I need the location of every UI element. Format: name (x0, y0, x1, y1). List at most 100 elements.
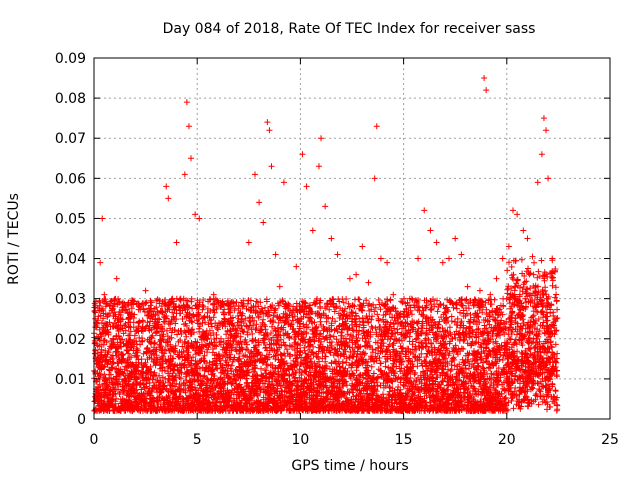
data-point (270, 395, 277, 402)
data-point (340, 299, 347, 306)
dense-band (91, 253, 561, 414)
data-point (493, 275, 500, 282)
data-point (280, 179, 287, 186)
chart-title: Day 084 of 2018, Rate Of TEC Index for r… (163, 21, 536, 37)
y-tick-label: 0.04 (55, 252, 86, 268)
data-point (192, 211, 199, 218)
data-point (456, 391, 463, 398)
data-point (148, 403, 155, 410)
data-point (161, 395, 168, 402)
data-point (175, 399, 182, 406)
data-point (204, 335, 211, 342)
data-point (97, 259, 104, 266)
data-point (437, 395, 444, 402)
y-tick-label: 0.05 (55, 211, 86, 227)
data-point (264, 119, 271, 126)
data-point (505, 243, 512, 250)
y-axis-label: ROTI / TECUs (6, 193, 22, 285)
data-point (154, 315, 161, 322)
data-point (227, 375, 234, 382)
data-point (346, 275, 353, 282)
data-point (105, 331, 112, 338)
data-point (130, 343, 137, 350)
data-point (113, 275, 120, 282)
data-point (293, 263, 300, 270)
data-point (336, 399, 343, 406)
y-tick-label: 0.07 (55, 131, 86, 147)
data-point (185, 123, 192, 130)
data-point (547, 403, 554, 410)
data-point (476, 287, 483, 294)
data-point (396, 311, 403, 318)
data-point (159, 367, 166, 374)
data-point (188, 155, 195, 162)
data-point (109, 355, 116, 362)
data-point (117, 371, 124, 378)
data-point (260, 219, 267, 226)
data-point (126, 387, 133, 394)
data-point (165, 195, 172, 202)
data-point (177, 295, 184, 302)
y-tick-label: 0 (77, 412, 86, 428)
data-point (415, 255, 422, 262)
data-point (183, 99, 190, 106)
x-axis-label: GPS time / hours (291, 458, 408, 474)
data-point (299, 151, 306, 158)
data-point (266, 127, 273, 134)
y-tick-label: 0.06 (55, 171, 86, 187)
data-point (365, 279, 372, 286)
x-tick-label: 10 (291, 432, 309, 448)
data-point (483, 87, 490, 94)
x-tick-label: 20 (498, 432, 516, 448)
data-point (377, 255, 384, 262)
data-point (181, 171, 188, 178)
data-point (534, 179, 541, 186)
data-point (190, 391, 197, 398)
data-point (464, 283, 471, 290)
data-point (272, 251, 279, 258)
data-point (355, 391, 362, 398)
data-point (423, 399, 430, 406)
data-point (103, 403, 110, 410)
data-point (95, 383, 102, 390)
data-point (206, 403, 213, 410)
data-point (315, 163, 322, 170)
data-point (439, 259, 446, 266)
data-point (210, 291, 217, 298)
data-point (214, 355, 221, 362)
data-point (520, 227, 527, 234)
data-point (540, 115, 547, 122)
data-point (481, 75, 488, 82)
data-point (388, 403, 395, 410)
data-point (301, 391, 308, 398)
data-point (138, 327, 145, 334)
data-point (237, 399, 244, 406)
y-tick-label: 0.02 (55, 332, 86, 348)
data-point (136, 391, 143, 398)
data-point (320, 395, 327, 402)
data-point (334, 251, 341, 258)
data-point (101, 291, 108, 298)
y-tick-label: 0.03 (55, 292, 86, 308)
data-point (446, 255, 453, 262)
data-point-cloud (91, 253, 561, 414)
data-point (404, 391, 411, 398)
x-tick-label: 25 (601, 432, 619, 448)
data-point (169, 295, 176, 302)
data-point (549, 255, 556, 262)
data-point (322, 203, 329, 210)
data-point (530, 271, 537, 278)
data-point (99, 215, 106, 222)
data-point (499, 255, 506, 262)
data-point (239, 303, 246, 310)
y-tick-label: 0.01 (55, 372, 86, 388)
data-point (509, 207, 516, 214)
data-point (251, 171, 258, 178)
data-point (487, 291, 494, 298)
x-tick-labels: 0 5 10 15 20 25 (90, 432, 619, 448)
data-point (276, 283, 283, 290)
x-tick-label: 5 (193, 432, 202, 448)
data-point (421, 207, 428, 214)
data-point (200, 303, 207, 310)
